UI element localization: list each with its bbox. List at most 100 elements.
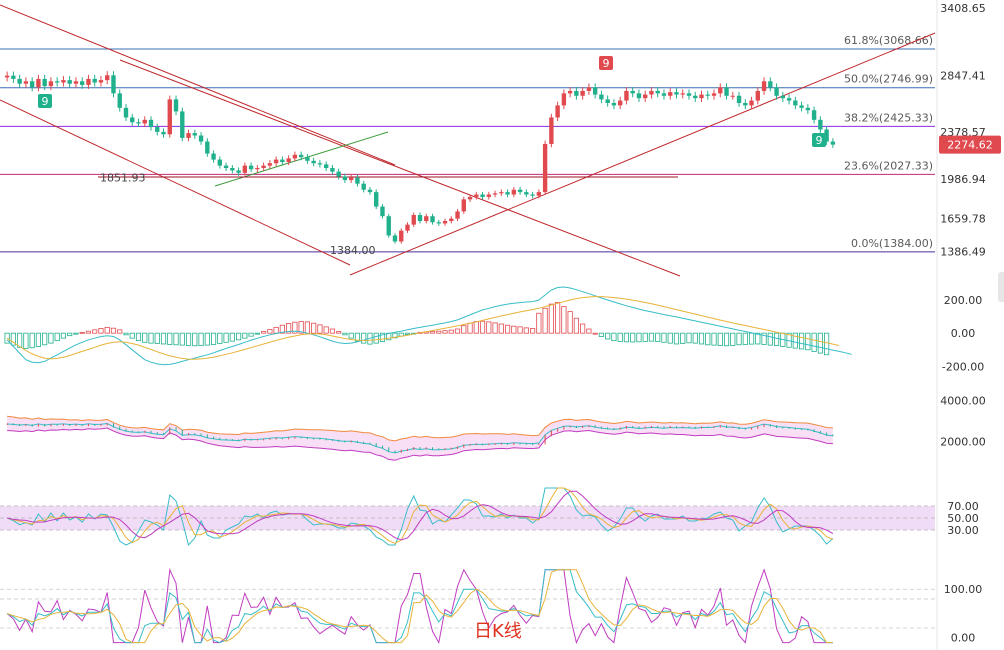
macd-histogram-bar	[805, 332, 811, 351]
fib-level-label: 38.2%(2425.33)	[844, 111, 933, 124]
candle-body	[818, 119, 823, 130]
candle-body	[499, 192, 504, 194]
candle-body	[242, 165, 248, 173]
candle-body	[148, 119, 154, 128]
macd-histogram-bar	[648, 332, 655, 342]
macd-histogram-bar	[292, 321, 298, 334]
candle-body	[480, 194, 485, 197]
macd-histogram-bar	[142, 332, 148, 343]
macd-histogram-bar	[54, 332, 60, 342]
macd-histogram-bar	[673, 332, 680, 345]
macd-histogram-bar	[486, 321, 492, 334]
macd-histogram-bar	[23, 332, 29, 349]
macd-histogram-bar	[254, 332, 260, 335]
macd-histogram-bar	[436, 330, 442, 334]
rsi-slow-line	[6, 490, 834, 541]
macd-histogram-bar	[799, 332, 805, 350]
candle-body	[29, 81, 35, 88]
macd-histogram-bar	[279, 324, 285, 334]
macd-histogram-bar	[273, 326, 279, 334]
td-marker	[812, 133, 826, 147]
macd-histogram-bar	[354, 332, 361, 342]
macd-histogram-bar	[154, 332, 160, 344]
candle-body	[411, 215, 416, 225]
macd-histogram-bar	[748, 332, 755, 345]
candle-body	[286, 158, 291, 163]
macd-histogram-bar	[655, 332, 661, 342]
candle-body	[524, 192, 529, 195]
candle-body	[761, 81, 767, 91]
price-panel: 61.8%(3068.66) 50.0%(2746.99) 38.2%(2425.3…	[0, 2, 1001, 277]
kdj-j-line	[6, 567, 833, 645]
macd-histogram-bar	[711, 332, 717, 346]
macd-histogram-bar	[198, 332, 204, 347]
candle-body	[599, 94, 604, 100]
candle-body	[80, 81, 85, 85]
trend-line	[119, 59, 681, 277]
candle-body	[605, 99, 610, 103]
kdj-axis-tick: 0.00	[951, 632, 976, 645]
macd-histogram-bar	[235, 332, 242, 341]
macd-histogram-bar	[454, 328, 461, 334]
candle-body	[705, 94, 710, 96]
td-marker-label: 9	[42, 95, 49, 108]
macd-histogram-bar	[104, 326, 110, 334]
macd-histogram-bar	[392, 332, 398, 339]
macd-histogram-bar	[129, 332, 135, 339]
macd-histogram-bar	[542, 307, 548, 334]
macd-histogram-bar	[117, 329, 123, 334]
macd-histogram-bar	[210, 332, 217, 345]
fib-level-label: 61.8%(3068.66)	[844, 34, 933, 47]
macd-histogram-bar	[204, 332, 210, 346]
rsi-axis-tick: 70.00	[947, 500, 979, 513]
macd-histogram-bar	[267, 329, 273, 334]
macd-histogram-bar	[336, 331, 342, 334]
candle-body	[536, 192, 542, 196]
macd-histogram-bar	[536, 312, 542, 334]
candle-body	[236, 170, 241, 173]
macd-histogram-bar	[623, 332, 630, 343]
candle-body	[711, 93, 717, 96]
macd-histogram-bar	[304, 321, 310, 334]
candle-body	[167, 99, 172, 135]
macd-histogram-bar	[479, 320, 486, 334]
macd-histogram-bar	[185, 332, 192, 346]
candle-body	[436, 222, 441, 224]
candle-body	[311, 160, 316, 164]
candle-body	[768, 81, 773, 88]
price-annotation: 1384.00	[330, 244, 376, 257]
rsi-axis-tick: 50.00	[947, 512, 979, 525]
macd-histogram-bar	[160, 332, 167, 345]
candle-body	[655, 90, 660, 94]
candle-body	[430, 216, 435, 223]
macd-histogram-bar	[298, 321, 304, 334]
candle-body	[474, 194, 479, 197]
td-marker	[599, 56, 613, 70]
macd-histogram-bar	[761, 332, 767, 345]
band-upper-line	[7, 415, 833, 442]
macd-histogram-bar	[636, 332, 642, 343]
macd-histogram-bar	[286, 323, 292, 334]
candle-body	[405, 224, 410, 231]
macd-histogram-bar	[742, 332, 748, 345]
kdj-panel: 100.00 0.00	[0, 567, 982, 645]
candle-body	[555, 105, 560, 118]
candle-body	[48, 81, 54, 87]
candle-body	[374, 192, 379, 207]
candle-body	[736, 95, 742, 103]
candle-body	[61, 80, 66, 83]
candle-body	[230, 168, 235, 171]
candle-body	[661, 93, 667, 96]
candle-body	[674, 92, 679, 95]
macd-histogram-bar	[523, 327, 529, 334]
macd-histogram-bar	[179, 332, 185, 346]
candle-body	[173, 99, 179, 112]
candle-body	[399, 230, 404, 242]
macd-histogram-bar	[461, 325, 467, 334]
trend-line	[0, 4, 396, 166]
candle-body	[486, 194, 492, 197]
macd-histogram-bar	[42, 332, 48, 346]
panel-scroll-handle[interactable]	[998, 272, 1004, 302]
candle-body	[305, 157, 310, 161]
candle-body	[680, 93, 685, 95]
